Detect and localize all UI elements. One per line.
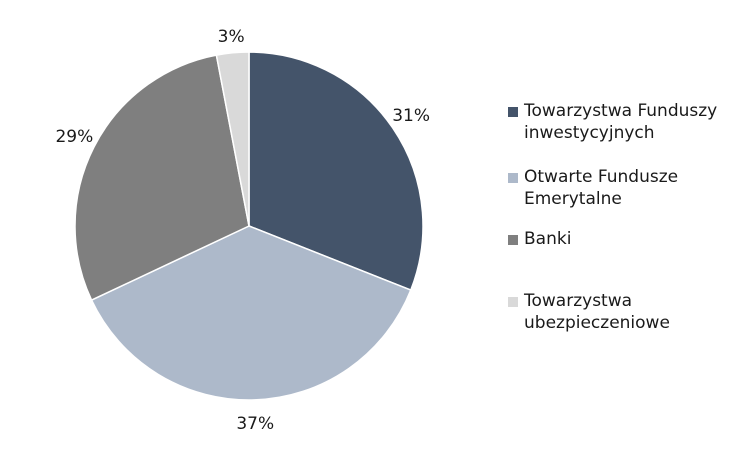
pie-value-label-1: 31%: [392, 106, 430, 126]
pie-value-labels: 31% 37% 29% 3%: [55, 27, 430, 434]
legend-swatch-1: [508, 107, 518, 117]
legend-item-4: Towarzystwa ubezpieczeniowe: [508, 290, 724, 334]
legend-item-2: Otwarte Fundusze Emerytalne: [508, 166, 724, 210]
legend-swatch-4: [508, 297, 518, 307]
legend-item-3: Banki: [508, 228, 724, 250]
legend-swatch-3: [508, 235, 518, 245]
legend-swatch-2: [508, 173, 518, 183]
pie-value-label-3: 29%: [55, 127, 93, 147]
legend-label-2: Otwarte Fundusze Emerytalne: [524, 167, 679, 209]
legend-label-1: Towarzystwa Funduszy inwestycyjnych: [524, 101, 718, 143]
legend-item-1: Towarzystwa Funduszy inwestycyjnych: [508, 100, 750, 144]
pie-value-label-2: 37%: [236, 414, 274, 434]
pie-slice-2: [90, 225, 412, 401]
pie-slices: [74, 51, 424, 401]
pie-slice-4: [215, 51, 250, 227]
pie-slice-1: [248, 51, 424, 292]
pie-slice-3: [74, 54, 250, 302]
legend-label-4: Towarzystwa ubezpieczeniowe: [524, 291, 670, 333]
pie-value-label-4: 3%: [218, 27, 245, 47]
legend-label-3: Banki: [524, 229, 572, 249]
